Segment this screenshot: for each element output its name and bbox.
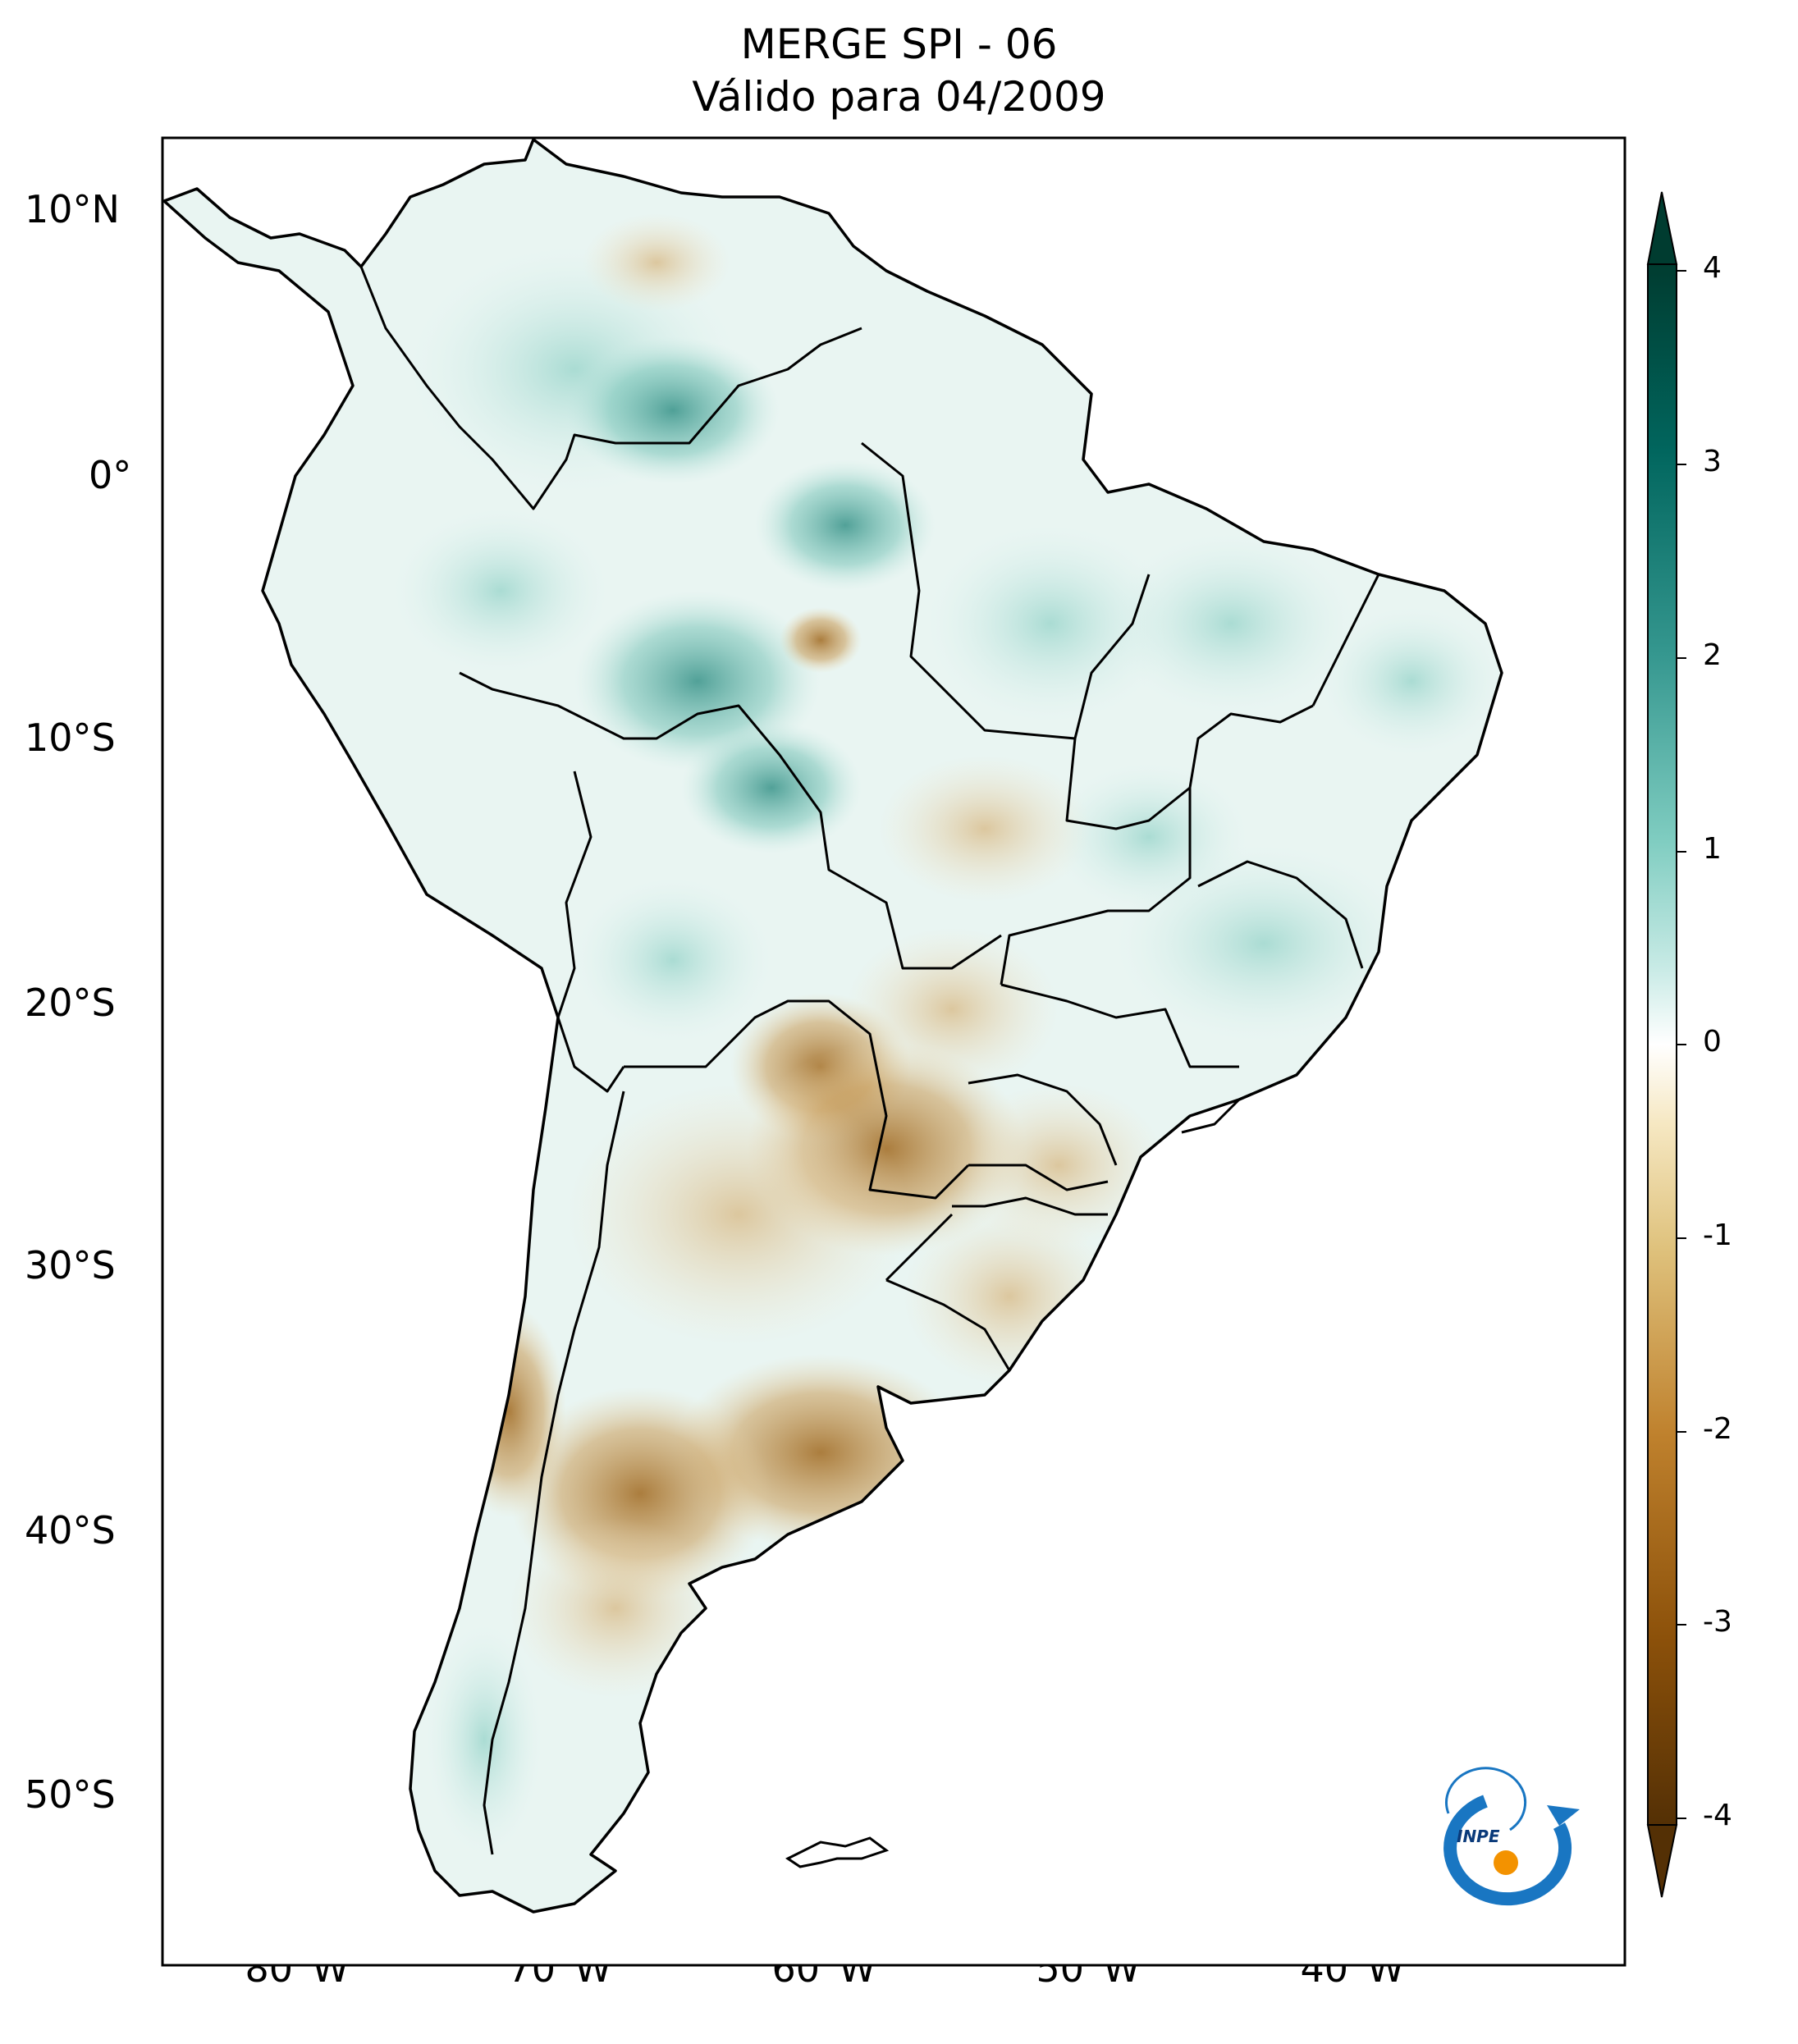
inpe-logo-icon: INPE — [1443, 1767, 1580, 1906]
colorbar-tick-3: 3 — [1703, 445, 1722, 478]
colorbar-tick-neg3: -3 — [1703, 1605, 1732, 1639]
lat-label-30s: 30°S — [25, 1243, 116, 1287]
map-title: MERGE SPI - 06 — [740, 21, 1058, 68]
lat-label-0: 0° — [89, 453, 132, 497]
coastline — [162, 138, 1503, 1914]
colorbar-tick-0: 0 — [1703, 1025, 1722, 1059]
falkland-islands — [785, 1836, 890, 1868]
colorbar-tick-2: 2 — [1703, 638, 1722, 672]
map-subtitle: Válido para 04/2009 — [692, 73, 1106, 121]
colorbar — [1646, 191, 1686, 1898]
lat-label-10n: 10°N — [25, 187, 120, 231]
lat-label-50s: 50°S — [25, 1772, 116, 1817]
colorbar-tick-1: 1 — [1703, 832, 1722, 866]
colorbar-tick-neg1: -1 — [1703, 1219, 1732, 1252]
borders — [359, 266, 1380, 1855]
svg-text:INPE: INPE — [1457, 1827, 1500, 1846]
lat-label-10s: 10°S — [25, 716, 116, 760]
colorbar-tick-4: 4 — [1703, 251, 1722, 285]
lat-label-40s: 40°S — [25, 1508, 116, 1552]
colorbar-tick-neg2: -2 — [1703, 1412, 1732, 1446]
lat-label-20s: 20°S — [25, 981, 116, 1025]
colorbar-tick-neg4: -4 — [1703, 1799, 1732, 1832]
